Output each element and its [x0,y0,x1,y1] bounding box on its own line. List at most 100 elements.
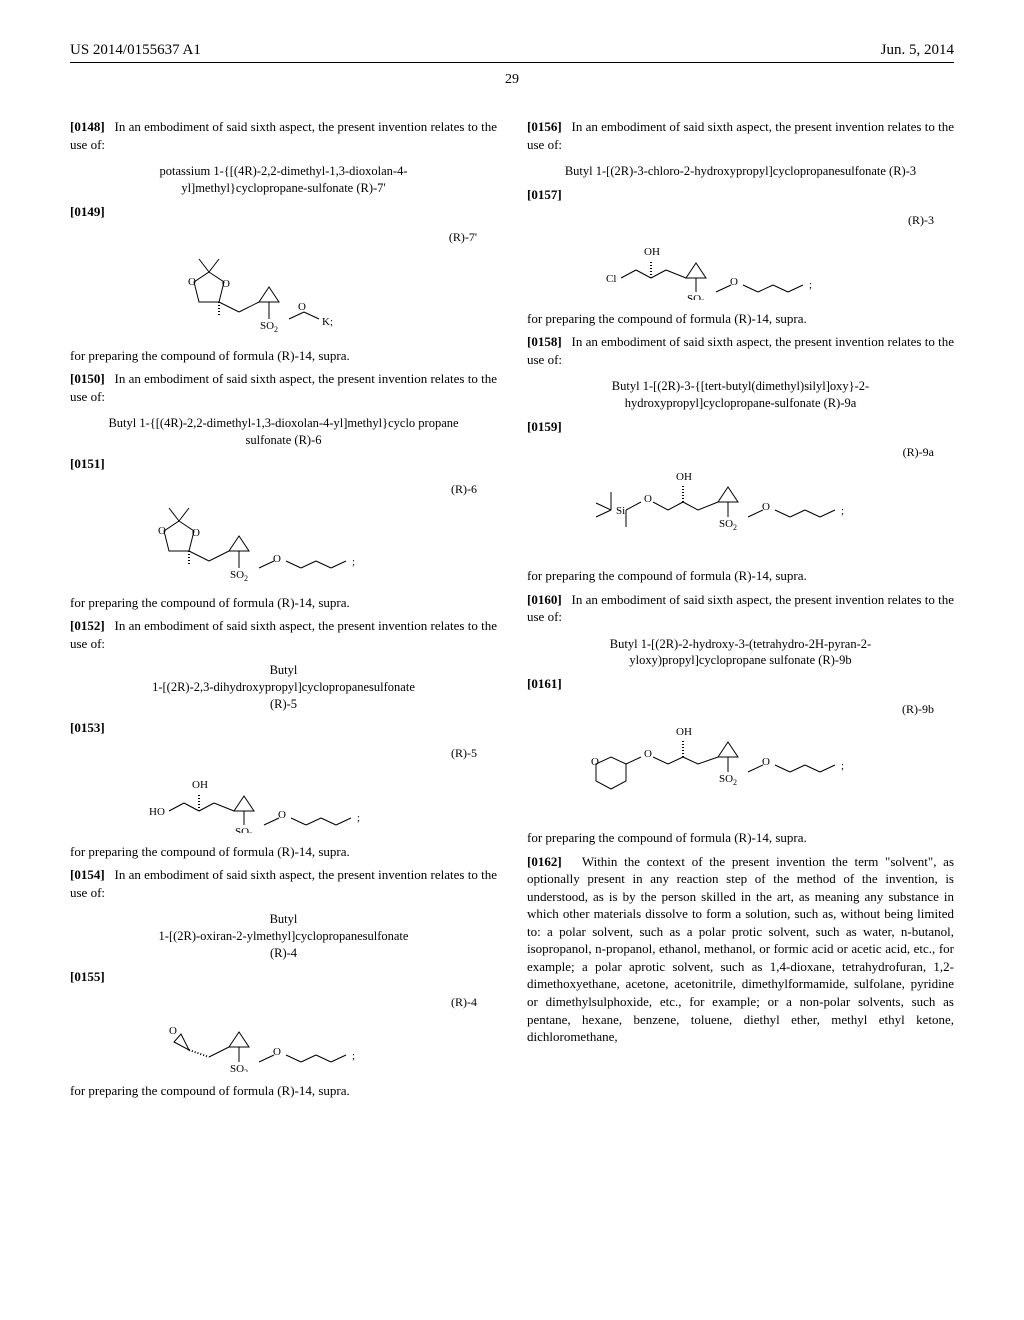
para-num-0155: [0155] [70,969,105,984]
compound-name-r5-l2: 1-[(2R)-2,3-dihydroxypropyl]cyclopropane… [152,680,415,694]
para-text-0158: In an embodiment of said sixth aspect, t… [527,334,954,367]
structure-label-r9a: (R)-9a [527,444,954,460]
para-text-0154: In an embodiment of said sixth aspect, t… [70,867,497,900]
svg-text:;: ; [841,505,844,517]
page-header: US 2014/0155637 A1 Jun. 5, 2014 [70,40,954,63]
compound-name-r4-l2: 1-[(2R)-oxiran-2-ylmethyl]cyclopropanesu… [159,929,409,943]
para-num-0150: [0150] [70,371,105,386]
svg-text:O: O [273,1046,281,1058]
page-container: US 2014/0155637 A1 Jun. 5, 2014 29 [0148… [0,0,1024,1155]
para-0154: [0154] In an embodiment of said sixth as… [70,866,497,901]
structure-r3: (R)-3 [527,212,954,300]
svg-text:;: ; [841,760,844,772]
supra-r9b: for preparing the compound of formula (R… [527,829,954,847]
para-num-0161: [0161] [527,676,562,691]
svg-text:SO2: SO2 [259,320,277,334]
compound-name-r5: Butyl 1-[(2R)-2,3-dihydroxypropyl]cyclop… [100,662,467,713]
para-0160: [0160] In an embodiment of said sixth as… [527,591,954,626]
svg-text:HO: HO [149,806,165,818]
header-left: US 2014/0155637 A1 [70,40,201,60]
svg-text:O: O [762,756,770,768]
svg-text:O: O [169,1025,177,1037]
para-0155: [0155] [70,968,497,986]
svg-text:O: O [222,278,230,290]
svg-text:O: O [278,809,286,821]
para-0158: [0158] In an embodiment of said sixth as… [527,333,954,368]
supra-r3: for preparing the compound of formula (R… [527,310,954,328]
structure-r9a: (R)-9a [527,444,954,557]
para-num-0148: [0148] [70,119,105,134]
structure-svg-r4: O SO2 O ; [134,1012,434,1072]
compound-name-r6: Butyl 1-{[(4R)-2,2-dimethyl-1,3-dioxolan… [100,415,467,449]
structure-label-r7p: (R)-7' [70,229,497,245]
para-0162: [0162] Within the context of the present… [527,853,954,1046]
svg-text:O: O [298,301,306,313]
header-right: Jun. 5, 2014 [881,40,954,60]
structure-label-r4: (R)-4 [70,994,497,1010]
para-num-0153: [0153] [70,720,105,735]
svg-text:;: ; [809,279,812,291]
svg-text:Cl: Cl [606,273,616,285]
compound-name-r9a: Butyl 1-[(2R)-3-{[tert-butyl(dimethyl)si… [557,378,924,412]
svg-text:SO2: SO2 [229,569,247,583]
structure-svg-r7p: O O SO2 O K; [144,247,424,337]
svg-text:O: O [762,501,770,513]
para-num-0152: [0152] [70,618,105,633]
svg-text:Si: Si [616,505,625,517]
structure-r7p: (R)-7' [70,229,497,337]
para-num-0158: [0158] [527,334,562,349]
svg-text:OH: OH [676,471,692,483]
compound-name-r4-l3: (R)-4 [270,946,297,960]
para-0148: [0148] In an embodiment of said sixth as… [70,118,497,153]
svg-text:O: O [730,276,738,288]
para-num-0156: [0156] [527,119,562,134]
structure-svg-r3: Cl OH SO2 O ; [576,230,906,300]
svg-text:SO2: SO2 [229,1063,247,1072]
supra-r6: for preparing the compound of formula (R… [70,594,497,612]
para-0153: [0153] [70,719,497,737]
para-num-0154: [0154] [70,867,105,882]
compound-name-r7p: potassium 1-{[(4R)-2,2-dimethyl-1,3-diox… [100,163,467,197]
svg-text:SO2: SO2 [718,773,736,787]
page-number: 29 [70,71,954,90]
structure-r9b: (R)-9b [527,701,954,819]
structure-label-r5: (R)-5 [70,745,497,761]
para-text-0148: In an embodiment of said sixth aspect, t… [70,119,497,152]
svg-text:O: O [273,553,281,565]
compound-name-r4-l1: Butyl [270,912,298,926]
structure-svg-r9a: Si O OH SO2 O ; [561,462,921,557]
para-num-0159: [0159] [527,419,562,434]
svg-text:O: O [591,756,599,768]
supra-r4: for preparing the compound of formula (R… [70,1082,497,1100]
para-0161: [0161] [527,675,954,693]
para-text-0152: In an embodiment of said sixth aspect, t… [70,618,497,651]
svg-text:OH: OH [644,246,660,258]
para-0157: [0157] [527,186,954,204]
structure-svg-r9b: O O OH SO2 O ; [556,719,926,819]
svg-text:SO2: SO2 [718,518,736,532]
compound-name-r3: Butyl 1-[(2R)-3-chloro-2-hydroxypropyl]c… [557,163,924,180]
structure-r5: (R)-5 [70,745,497,833]
svg-text:SO2: SO2 [234,826,252,833]
svg-text:;: ; [352,556,355,568]
compound-name-r9b: Butyl 1-[(2R)-2-hydroxy-3-(tetrahydro-2H… [557,636,924,670]
svg-text:O: O [644,493,652,505]
svg-text:OH: OH [192,779,208,791]
para-0152: [0152] In an embodiment of said sixth as… [70,617,497,652]
left-column: [0148] In an embodiment of said sixth as… [70,118,497,1105]
structure-label-r3: (R)-3 [527,212,954,228]
structure-r4: (R)-4 O [70,994,497,1072]
para-num-0162: [0162] [527,854,562,869]
structure-svg-r5: HO OH SO2 O ; [124,763,444,833]
structure-label-r9b: (R)-9b [527,701,954,717]
structure-label-r6: (R)-6 [70,481,497,497]
supra-r9a: for preparing the compound of formula (R… [527,567,954,585]
para-num-0149: [0149] [70,204,105,219]
svg-text:K;: K; [322,316,333,328]
svg-text:;: ; [352,1050,355,1062]
structure-r6: (R)-6 [70,481,497,584]
svg-text:;: ; [357,812,360,824]
compound-name-r5-l3: (R)-5 [270,697,297,711]
svg-text:SO2: SO2 [686,293,704,300]
para-text-0150: In an embodiment of said sixth aspect, t… [70,371,497,404]
